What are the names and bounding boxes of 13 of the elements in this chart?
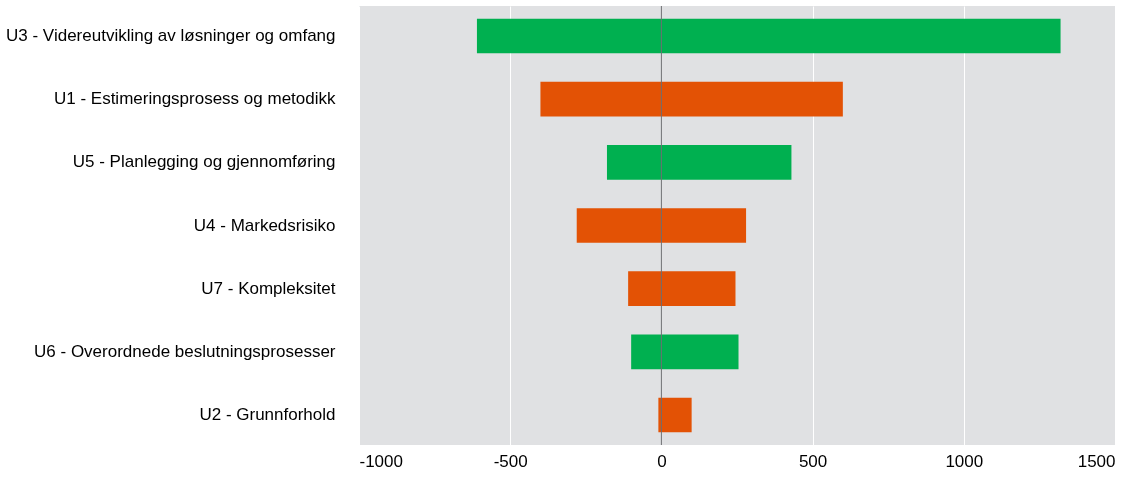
x-tick-label: -500 bbox=[493, 451, 528, 471]
y-tick-label: U4 - Markedsrisiko bbox=[193, 215, 336, 235]
y-tick-label: U5 - Planlegging og gjennomføring bbox=[72, 152, 336, 172]
x-tick-label: 1000 bbox=[945, 451, 984, 471]
x-tick-label: 500 bbox=[798, 451, 828, 471]
y-tick-label: U6 - Overordnede beslutningsprosesser bbox=[34, 341, 336, 361]
y-tick-label: U3 - Videreutvikling av løsninger og omfang bbox=[6, 26, 336, 45]
y-tick-label: U1 - Estimeringsprosess og metodikk bbox=[53, 89, 336, 109]
x-tick-label: -1000 bbox=[359, 451, 403, 471]
x-tick-label: 0 bbox=[657, 451, 667, 471]
x-tick-label: 1500 bbox=[1077, 451, 1116, 471]
y-tick-label: U2 - Grunnforhold bbox=[199, 405, 336, 424]
y-tick-label: U7 - Kompleksitet bbox=[201, 278, 336, 298]
